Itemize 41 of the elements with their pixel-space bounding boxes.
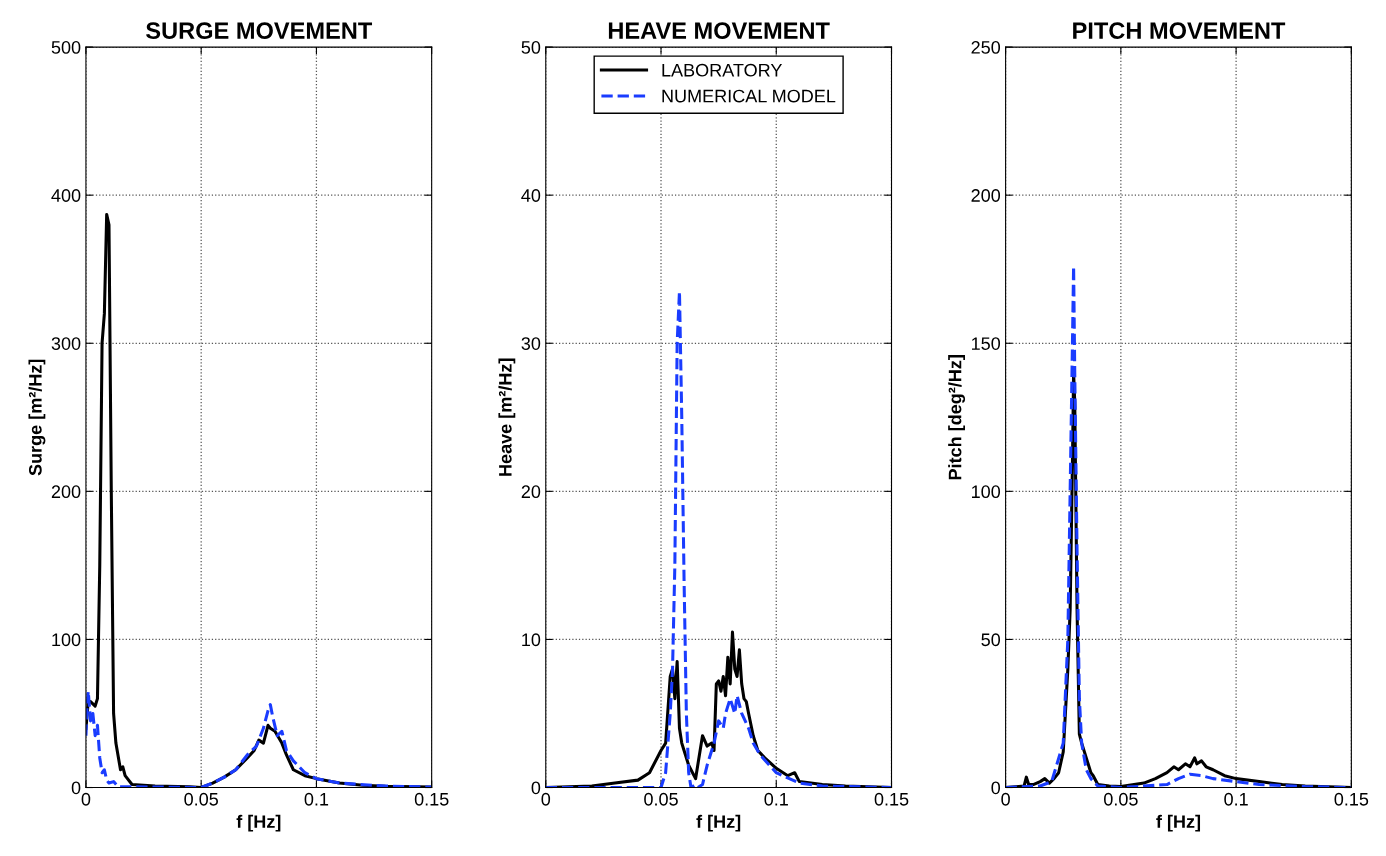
x-tick-label: 0.05: [184, 792, 218, 806]
y-tick-label: 0: [71, 781, 81, 795]
legend-label: LABORATORY: [662, 63, 783, 77]
x-tick-label: 0.1: [764, 792, 788, 806]
y-tick-label: 50: [981, 633, 1001, 647]
y-tick-label: 10: [522, 633, 541, 647]
x-axis-title: f [Hz]: [236, 814, 281, 832]
y-tick-label: 30: [521, 337, 541, 350]
y-tick-label: 40: [521, 189, 541, 202]
y-tick-label: 200: [971, 189, 1001, 202]
chart-title: HEAVE MOVEMENT: [608, 22, 830, 39]
y-tick-label: 250: [971, 41, 1001, 54]
y-tick-label: 0: [531, 781, 541, 795]
y-tick-label: 400: [51, 189, 81, 202]
x-tick-label: 0.1: [304, 792, 329, 806]
x-tick-label: 0: [541, 792, 551, 806]
chart-title: SURGE MOVEMENT: [146, 22, 373, 39]
x-axis-title: f [Hz]: [1156, 814, 1201, 832]
y-tick-label: 50: [521, 41, 541, 54]
y-tick-label: 0: [991, 781, 1001, 795]
x-tick-label: 0.05: [644, 792, 678, 806]
y-axis-title: Surge [m²/Hz]: [28, 359, 46, 476]
y-tick-label: 20: [521, 485, 541, 499]
x-tick-label: 0: [81, 792, 91, 806]
x-tick-label: 0.15: [1334, 792, 1369, 806]
x-axis-title: f [Hz]: [696, 814, 741, 832]
legend-label: NUMERICAL MODEL: [662, 89, 836, 103]
x-tick-label: 0.15: [874, 792, 909, 806]
x-tick-label: 0.05: [1103, 792, 1138, 806]
y-axis-title: Pitch [deg²/Hz]: [948, 355, 966, 480]
y-tick-label: 300: [51, 337, 81, 350]
y-tick-label: 500: [51, 41, 81, 54]
y-axis-title: Heave [m²/Hz]: [498, 358, 516, 476]
y-tick-label: 100: [52, 633, 81, 647]
x-tick-label: 0.15: [414, 792, 449, 806]
y-tick-label: 150: [972, 337, 1001, 350]
x-tick-label: 0.1: [1224, 792, 1248, 806]
chart-title: PITCH MOVEMENT: [1073, 22, 1286, 39]
x-tick-label: 0: [1001, 792, 1010, 806]
y-tick-label: 200: [51, 485, 81, 499]
y-tick-label: 100: [972, 485, 1001, 499]
